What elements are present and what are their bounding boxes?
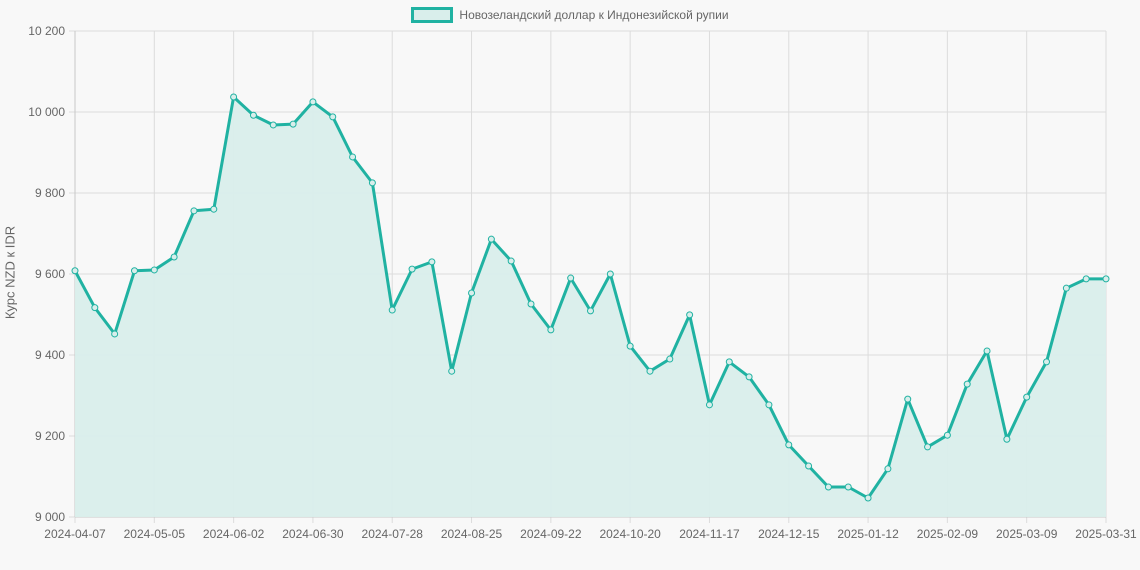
data-point[interactable] xyxy=(349,153,357,161)
y-tick-label: 9 400 xyxy=(35,348,65,362)
data-points xyxy=(71,93,1110,502)
data-point[interactable] xyxy=(150,266,158,274)
data-point[interactable] xyxy=(230,93,238,101)
data-point[interactable] xyxy=(904,395,912,403)
x-tick-label: 2024-09-22 xyxy=(520,527,582,541)
x-tick-label: 2024-10-20 xyxy=(599,527,661,541)
data-point[interactable] xyxy=(725,358,733,366)
data-point[interactable] xyxy=(745,373,753,381)
data-point[interactable] xyxy=(130,267,138,275)
data-point[interactable] xyxy=(507,257,515,265)
data-point[interactable] xyxy=(190,207,198,215)
data-point[interactable] xyxy=(567,274,575,282)
data-point[interactable] xyxy=(646,367,654,375)
data-point[interactable] xyxy=(487,235,495,243)
data-point[interactable] xyxy=(527,300,535,308)
y-tick-label: 10 200 xyxy=(28,24,65,38)
y-tick-label: 9 000 xyxy=(35,510,65,524)
data-point[interactable] xyxy=(468,289,476,297)
x-tick-label: 2024-07-28 xyxy=(362,527,424,541)
x-tick-label: 2025-01-12 xyxy=(837,527,899,541)
data-point[interactable] xyxy=(587,307,594,315)
data-point[interactable] xyxy=(269,121,277,129)
data-point[interactable] xyxy=(309,98,317,106)
data-point[interactable] xyxy=(111,330,119,338)
data-point[interactable] xyxy=(666,355,674,363)
y-tick-label: 10 000 xyxy=(28,105,65,119)
x-tick-label: 2024-12-15 xyxy=(758,527,820,541)
legend-swatch xyxy=(411,7,454,23)
data-point[interactable] xyxy=(963,380,971,388)
x-tick-label: 2025-03-09 xyxy=(996,527,1058,541)
y-tick-label: 9 800 xyxy=(35,186,65,200)
x-tick-label: 2025-02-09 xyxy=(917,527,979,541)
data-point[interactable] xyxy=(1082,275,1090,283)
data-point[interactable] xyxy=(329,113,337,121)
x-tick-label: 2024-06-02 xyxy=(203,527,265,541)
x-axis-ticks: 2024-04-07 2024-05-05 2024-06-02 2024-06-30… xyxy=(44,527,1137,541)
x-tick-label: 2024-08-25 xyxy=(441,527,503,541)
data-point[interactable] xyxy=(547,326,555,334)
data-point[interactable] xyxy=(289,120,297,128)
data-point[interactable] xyxy=(606,270,614,278)
x-tick-label: 2024-11-17 xyxy=(679,527,740,541)
x-tick-label: 2025-03-31 xyxy=(1075,527,1137,541)
data-point[interactable] xyxy=(626,342,634,350)
data-point[interactable] xyxy=(1062,284,1070,292)
data-point[interactable] xyxy=(805,462,813,470)
legend[interactable]: Новозеландский доллар к Индонезийской ру… xyxy=(0,7,1140,23)
y-tick-label: 9 200 xyxy=(35,429,65,443)
data-point[interactable] xyxy=(91,304,99,312)
y-axis-ticks: 9 000 9 200 9 400 9 600 9 800 10 000 10 200 xyxy=(28,24,65,524)
data-point[interactable] xyxy=(824,483,832,491)
x-tick-label: 2024-05-05 xyxy=(124,527,186,541)
data-point[interactable] xyxy=(983,347,991,355)
data-point[interactable] xyxy=(884,465,892,473)
y-axis-label: Курс NZD к IDR xyxy=(2,225,18,320)
legend-label: Новозеландский доллар к Индонезийской ру… xyxy=(459,8,729,22)
data-point[interactable] xyxy=(1003,435,1011,443)
area-fill xyxy=(75,97,1106,517)
data-point[interactable] xyxy=(408,265,416,273)
data-point[interactable] xyxy=(943,431,951,439)
data-point[interactable] xyxy=(249,111,257,119)
data-point[interactable] xyxy=(1102,275,1110,283)
x-tick-label: 2024-06-30 xyxy=(282,527,344,541)
data-point[interactable] xyxy=(170,253,178,261)
data-point[interactable] xyxy=(71,267,79,275)
y-tick-label: 9 600 xyxy=(35,267,65,281)
data-point[interactable] xyxy=(686,311,694,319)
data-point[interactable] xyxy=(924,443,932,451)
data-point[interactable] xyxy=(388,306,396,314)
data-point[interactable] xyxy=(1043,358,1051,366)
data-point[interactable] xyxy=(844,483,852,491)
x-tick-label: 2024-04-07 xyxy=(44,527,106,541)
data-point[interactable] xyxy=(864,494,872,502)
data-point[interactable] xyxy=(785,441,793,449)
data-point[interactable] xyxy=(428,258,436,266)
data-point[interactable] xyxy=(765,401,773,409)
data-point[interactable] xyxy=(1023,393,1031,401)
data-point[interactable] xyxy=(210,205,218,213)
data-point[interactable] xyxy=(705,401,713,409)
data-point[interactable] xyxy=(368,179,376,187)
data-point[interactable] xyxy=(448,367,456,375)
